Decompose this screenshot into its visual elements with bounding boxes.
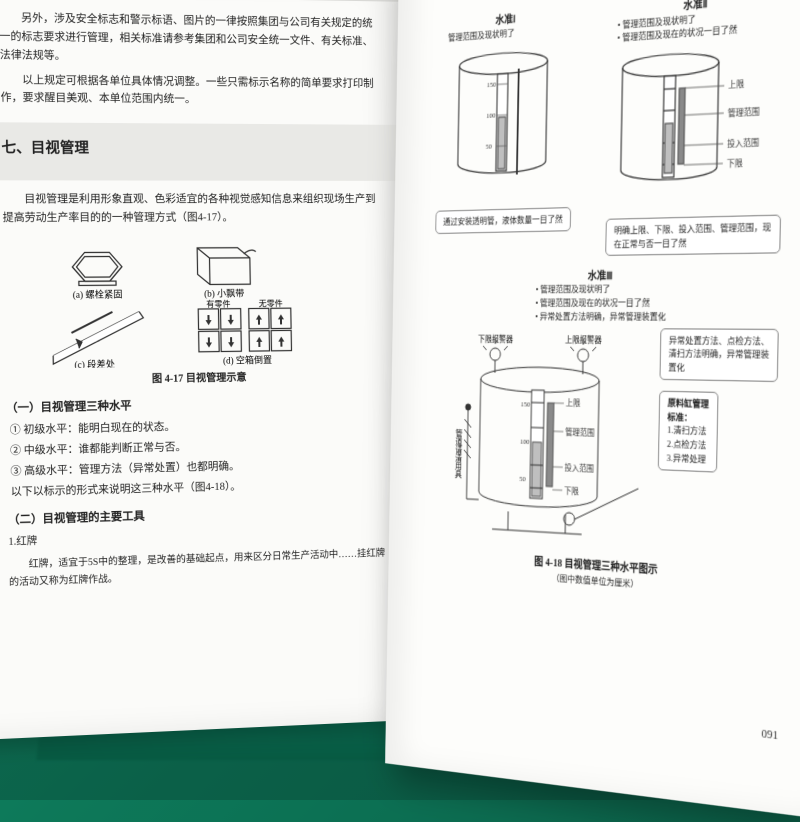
svg-text:150: 150	[487, 81, 496, 89]
svg-text:投入范围: 投入范围	[564, 462, 593, 474]
fig-d-you: 有零件	[206, 298, 231, 309]
svg-text:下限: 下限	[727, 157, 744, 168]
open-book: 运作与改善活动指南（实战图解版） 另外，涉及安全标志和警示标语、图片的一律按照集…	[0, 0, 800, 800]
svg-text:上限: 上限	[728, 78, 745, 90]
standard-box: 原料缸管理 标准： 1.清扫方法 2.点检方法 3.异常处理	[658, 390, 718, 472]
svg-text:管理范围: 管理范围	[565, 426, 594, 437]
right-page: 第四章 5S推进的常用手法 水准Ⅰ 管理范围及现状明了 150 100	[385, 0, 800, 817]
section-number: 七、	[1, 141, 31, 157]
tool-1-text: 红牌，适宜于5S中的整理，是改善的基础起点，用来区分日常生产活动中……挂红牌的活…	[9, 546, 391, 591]
section-title: 目视管理	[31, 141, 89, 157]
std-2: 2.点检方法	[667, 437, 709, 452]
std-3: 3.异常处理	[667, 451, 709, 466]
tank-level-1: 水准Ⅰ 管理范围及现状明了 150 100 50	[427, 4, 583, 258]
tank3-bullets: • 管理范围及现状明了 • 管理范围及现在的状况一目了然 • 异常处置方法明确，…	[535, 282, 667, 323]
svg-text:150: 150	[521, 400, 530, 408]
tank3-title: 水准Ⅲ	[427, 265, 791, 284]
svg-text:上限报警器: 上限报警器	[565, 334, 603, 345]
tank3-row: 下限报警器 上限报警器	[422, 327, 790, 562]
svg-text:管理范围: 管理范围	[728, 106, 760, 118]
svg-text:100: 100	[486, 112, 495, 120]
figure-4-17: (a) 螺栓紧固 (b) 小飘带 (c) 段差处 有零件 无零件 (d) 空箱倒…	[3, 233, 387, 391]
subheading-a: （一）目视管理三种水平	[6, 392, 388, 418]
callout-level3: 异常处置方法、点检方法、清扫方法明确，异常管理装置化	[659, 328, 778, 382]
left-header-bar: 运作与改善活动指南（实战图解版）	[0, 0, 404, 2]
svg-text:下限: 下限	[564, 485, 579, 496]
svg-text:下限报警器: 下限报警器	[478, 333, 514, 343]
intro-para-2: 以上规定可根据各单位具体情况调整。一些只需标示名称的简单要求打印制作，要求醒目美…	[0, 71, 382, 111]
fig-b-label: (b) 小飘带	[204, 288, 244, 299]
section-intro: 目视管理是利用形象直观、色彩适宜的各种视觉感知信息来组织现场生产到提高劳动生产率…	[2, 191, 384, 228]
tank1-svg: 150 100 50	[433, 39, 577, 201]
callout-level2: 明确上限、下限、投入范围、管理范围，现在正常与否一目了然	[605, 214, 781, 256]
page-number: 091	[761, 727, 778, 742]
three-levels-list: ① 初级水平：能明白现在的状态。 ② 中级水平：谁都能判断正常与否。 ③ 高级水…	[10, 415, 389, 502]
fig-d-label: (d) 空箱倒置	[223, 353, 272, 365]
tank-level-3: 水准Ⅲ • 管理范围及现状明了 • 管理范围及现在的状况一目了然 • 异常处置方…	[422, 265, 792, 601]
tank2-svg: 上限 管理范围 投入范围 下限	[601, 37, 789, 209]
intro-para-1: 另外，涉及安全标志和警示标语、图片的一律按照集团与公司有关规定的统一的标志要求进…	[0, 9, 382, 69]
svg-text:100: 100	[520, 438, 529, 446]
svg-text:上限: 上限	[566, 397, 581, 408]
tank-level-2: 水准Ⅱ • 管理范围及现状明了 • 管理范围及现在的状况一目了然 上限	[595, 0, 797, 256]
svg-text:50: 50	[519, 475, 525, 483]
callout-level1: 通过安装透明管，液体数量一目了然	[435, 207, 571, 234]
fig-c-label: (c) 段差处	[74, 358, 115, 368]
section-heading-band: 七、目视管理	[0, 122, 407, 181]
tank3-svg: 下限报警器 上限报警器	[432, 327, 651, 553]
svg-text:管道请清用具: 管道请清用具	[454, 428, 464, 479]
left-page: 运作与改善活动指南（实战图解版） 另外，涉及安全标志和警示标语、图片的一律按照集…	[0, 0, 416, 741]
svg-text:50: 50	[486, 143, 492, 151]
tanks-row-1: 水准Ⅰ 管理范围及现状明了 150 100 50	[427, 0, 796, 259]
std-1: 1.清扫方法	[667, 423, 709, 438]
figure-4-17-caption: 图 4-17 目视管理示意	[5, 367, 387, 390]
fig-a-label: (a) 螺栓紧固	[73, 288, 123, 300]
fig-d-wu: 无零件	[259, 298, 283, 308]
std-head: 原料缸管理 标准：	[667, 396, 709, 425]
svg-text:投入范围: 投入范围	[727, 137, 759, 149]
